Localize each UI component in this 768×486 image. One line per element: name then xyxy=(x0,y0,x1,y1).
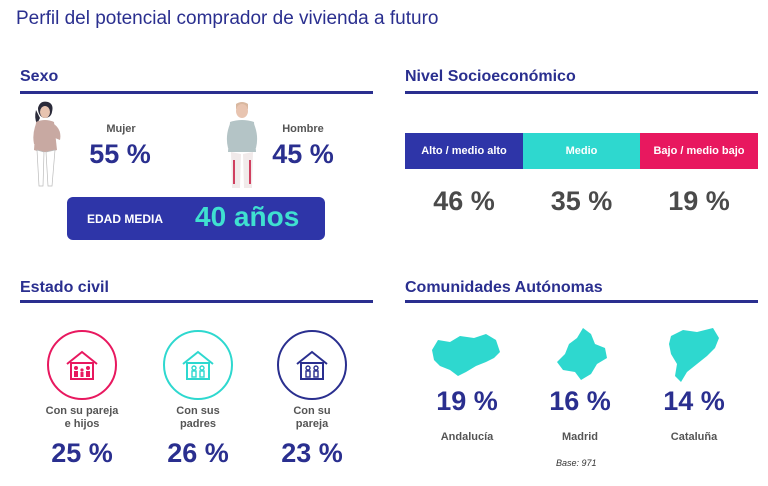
estado-pct-2: 26 % xyxy=(167,438,229,468)
base-note: Base: 971 xyxy=(556,458,597,468)
ccaa-pct-3: 14 % xyxy=(663,386,725,416)
nse-cell-high: Alto / medio alto xyxy=(405,133,523,169)
estado-label-1a: Con su pareja xyxy=(45,405,119,417)
sexo-rule xyxy=(20,91,373,94)
estado-pct-3: 23 % xyxy=(281,438,343,468)
nse-pct-high: 46 % xyxy=(433,186,495,216)
cataluna-map-icon xyxy=(669,328,719,382)
parents-circle xyxy=(163,330,233,400)
man-icon xyxy=(226,102,258,188)
andalucia-map-icon xyxy=(432,334,500,376)
ccaa-name-3: Cataluña xyxy=(670,431,718,443)
hombre-label: Hombre xyxy=(282,123,324,135)
house-parents-icon xyxy=(182,350,214,380)
house-couple-icon xyxy=(296,350,328,380)
nse-cell-mid: Medio xyxy=(523,133,640,169)
estado-label-1b: e hijos xyxy=(64,418,100,430)
edad-media-label: EDAD MEDIA xyxy=(87,212,164,226)
estado-label-2b: padres xyxy=(179,418,217,430)
estado-rule xyxy=(20,300,373,303)
estado-heading: Estado civil xyxy=(20,279,109,296)
ccaa-rule xyxy=(405,300,758,303)
family-circle xyxy=(47,330,117,400)
woman-icon xyxy=(33,101,61,187)
mujer-label: Mujer xyxy=(106,123,136,135)
ccaa-heading: Comunidades Autónomas xyxy=(405,279,603,296)
nse-bar: Alto / medio alto Medio Bajo / medio baj… xyxy=(405,133,758,169)
edad-media-box: EDAD MEDIA 40 años xyxy=(67,197,325,240)
ccaa-pct-2: 16 % xyxy=(549,386,611,416)
house-family-icon xyxy=(66,350,98,380)
couple-circle xyxy=(277,330,347,400)
sexo-heading: Sexo xyxy=(20,68,59,85)
estado-label-2a: Con sus xyxy=(176,405,220,417)
nse-cell-low: Bajo / medio bajo xyxy=(640,133,758,169)
nse-rule xyxy=(405,91,758,94)
ccaa-name-1: Andalucía xyxy=(440,431,494,443)
nse-heading: Nivel Socioeconómico xyxy=(405,68,576,85)
edad-media-value: 40 años xyxy=(195,201,300,232)
madrid-map-icon xyxy=(557,328,607,380)
nse-pct-mid: 35 % xyxy=(550,186,613,216)
hombre-pct: 45 % xyxy=(272,139,334,169)
nse-pct-low: 19 % xyxy=(668,186,730,216)
ccaa-name-2: Madrid xyxy=(561,431,599,443)
mujer-pct: 55 % xyxy=(89,139,151,169)
estado-label-3b: pareja xyxy=(295,418,329,430)
estado-pct-1: 25 % xyxy=(51,438,113,468)
page-title: Perfil del potencial comprador de vivien… xyxy=(16,8,439,29)
estado-label-3a: Con su xyxy=(293,405,331,417)
ccaa-pct-1: 19 % xyxy=(436,386,498,416)
